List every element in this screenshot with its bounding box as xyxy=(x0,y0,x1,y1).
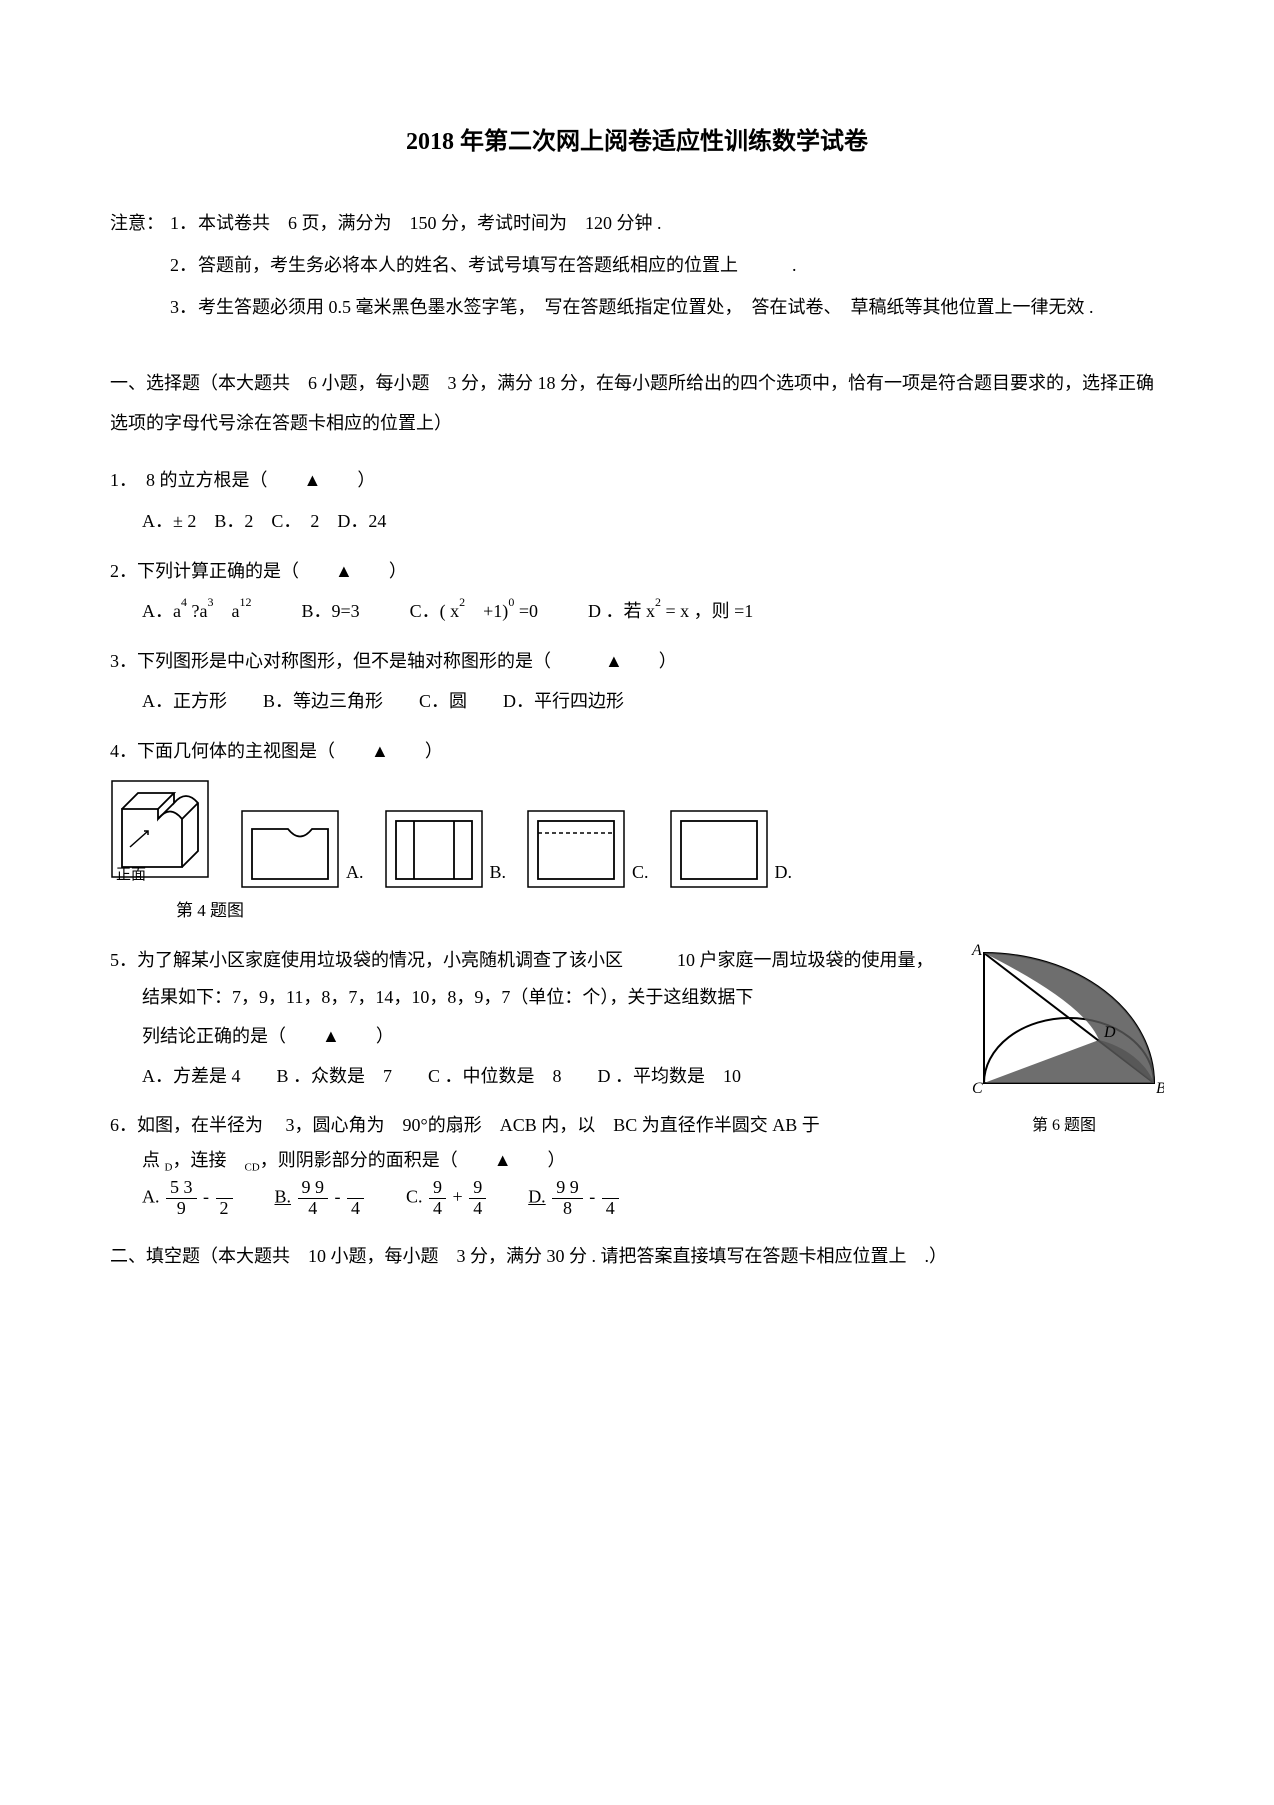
q6-options: A. 5 39 - 2 B. 9 94 - 4 C. 94 + 94 D. 9 … xyxy=(142,1178,1164,1219)
q4-caption: 第 4 题图 xyxy=(140,895,280,927)
q6d-label: D. xyxy=(528,1187,546,1207)
q4-c-label: C. xyxy=(632,855,649,889)
svg-text:C: C xyxy=(972,1080,983,1093)
notice-text-3: 考生答题必须用 0.5 毫米黑色墨水签字笔， 写在答题纸指定位置处， 答在试卷、… xyxy=(198,290,1164,324)
q2d-pre: D ．若 x xyxy=(588,601,655,621)
q2-options: A．a4 ?a3 a12 B．9=3 C．( x2 +1)0 =0 D ．若 x… xyxy=(142,594,1164,628)
notice-prefix-blank xyxy=(110,290,170,324)
q6b-label: B. xyxy=(275,1187,292,1207)
q2-stem: 2．下列计算正确的是（ ▲ ） xyxy=(110,554,1164,588)
q4-opt-d-fig: D. xyxy=(669,809,793,889)
q2d-sup: 2 xyxy=(655,595,661,609)
q6-caption: 第 6 题图 xyxy=(964,1111,1164,1141)
q2a-mid: ?a xyxy=(187,601,207,621)
q4-a-shape xyxy=(240,809,340,889)
q6-l2-pre: 点 xyxy=(142,1150,165,1170)
q4-solid-figure: 正面 xyxy=(110,779,220,890)
notice-block: 注意： 1． 本试卷共 6 页，满分为 150 分，考试时间为 120 分钟 .… xyxy=(110,206,1164,325)
q3-options: A．正方形 B．等边三角形 C．圆 D．平行四边形 xyxy=(142,684,1164,718)
q2-opt-c: C．( x2 +1)0 =0 xyxy=(410,594,538,628)
q2c-mid: +1) xyxy=(465,601,508,621)
q6-line2: 点 D，连接 CD，则阴影部分的面积是（ ▲ ） xyxy=(142,1143,1164,1178)
q2b-text: B．9=3 xyxy=(301,601,359,621)
q6-figure: A C B D 第 6 题图 xyxy=(964,943,1164,1141)
exam-title: 2018 年第二次网上阅卷适应性训练数学试卷 xyxy=(110,120,1164,166)
svg-text:A: A xyxy=(971,943,982,959)
q6-sector-diagram: A C B D xyxy=(964,943,1164,1093)
q6-l2-end: ，则阴影部分的面积是（ ▲ ） xyxy=(260,1150,566,1170)
section2-heading: 二、填空题（本大题共 10 小题，每小题 3 分，满分 30 分 . 请把答案直… xyxy=(110,1239,1164,1273)
q2-opt-d: D ．若 x2 = x ，则 =1 xyxy=(588,594,753,628)
question-5-6-block: A C B D 第 6 题图 5．为了解某小区家庭使用垃圾袋的情况，小亮随机调查… xyxy=(110,943,1164,1218)
q4-b-label: B. xyxy=(490,855,507,889)
q2-opt-a: A．a4 ?a3 a12 xyxy=(142,594,251,628)
q4-opt-c-fig: C. xyxy=(526,809,649,889)
q4-figures-row: 正面 A. B. C. xyxy=(110,779,1164,890)
notice-text-1: 本试卷共 6 页，满分为 150 分，考试时间为 120 分钟 . xyxy=(198,206,1164,240)
q1-stem: 1． 8 的立方根是（ ▲ ） xyxy=(110,463,1164,497)
question-3: 3．下列图形是中心对称图形，但不是轴对称图形的是（ ▲ ） A．正方形 B．等边… xyxy=(110,644,1164,718)
q4-opt-b-fig: B. xyxy=(384,809,507,889)
q3-stem: 3．下列图形是中心对称图形，但不是轴对称图形的是（ ▲ ） xyxy=(110,644,1164,678)
q2a-eq: a xyxy=(213,601,239,621)
q4-a-label: A. xyxy=(346,855,364,889)
q6c-label: C. xyxy=(406,1187,423,1207)
notice-prefix: 注意： xyxy=(110,206,170,240)
q4-d-shape xyxy=(669,809,769,889)
question-2: 2．下列计算正确的是（ ▲ ） A．a4 ?a3 a12 B．9=3 C．( x… xyxy=(110,554,1164,628)
notice-num-2: 2． xyxy=(170,248,198,282)
q2c-sup2: 0 xyxy=(508,595,514,609)
q6-l2-mid: ，连接 xyxy=(172,1150,244,1170)
notice-line: 注意： 1． 本试卷共 6 页，满分为 150 分，考试时间为 120 分钟 . xyxy=(110,206,1164,240)
q4-stem: 4．下面几何体的主视图是（ ▲ ） xyxy=(110,734,1164,768)
q2c-pre: C．( x xyxy=(410,601,460,621)
svg-text:D: D xyxy=(1103,1024,1116,1041)
q6a-label: A. xyxy=(142,1187,160,1207)
section1-heading: 一、选择题（本大题共 6 小题，每小题 3 分，满分 18 分，在每小题所给出的… xyxy=(110,364,1164,443)
q6-opt-b: B. 9 94 - 4 xyxy=(275,1178,367,1219)
q4-b-shape xyxy=(384,809,484,889)
notice-num-1: 1． xyxy=(170,206,198,240)
q6-opt-c: C. 94 + 94 xyxy=(406,1178,488,1219)
q2a-pre: A．a xyxy=(142,601,181,621)
q2d-end: = x ，则 =1 xyxy=(661,601,753,621)
notice-text-2: 答题前，考生务必将本人的姓名、考试号填写在答题纸相应的位置上 . xyxy=(198,248,1164,282)
question-4: 4．下面几何体的主视图是（ ▲ ） 正面 A. xyxy=(110,734,1164,927)
q2a-sup1: 4 xyxy=(181,595,187,609)
q4-opt-a-fig: A. xyxy=(240,809,364,889)
q2a-sup3: 12 xyxy=(239,595,251,609)
notice-line: 2． 答题前，考生务必将本人的姓名、考试号填写在答题纸相应的位置上 . xyxy=(110,248,1164,282)
q6-opt-d: D. 9 98 - 4 xyxy=(528,1178,621,1219)
question-1: 1． 8 的立方根是（ ▲ ） A．± 2 B．2 C． 2 D．24 xyxy=(110,463,1164,537)
front-label: 正面 xyxy=(116,861,146,890)
q2c-end: =0 xyxy=(514,601,538,621)
q2-opt-b: B．9=3 xyxy=(301,594,359,628)
q2a-sup2: 3 xyxy=(207,595,213,609)
q4-c-shape xyxy=(526,809,626,889)
q1-options: A．± 2 B．2 C． 2 D．24 xyxy=(142,504,1164,538)
notice-prefix-blank xyxy=(110,248,170,282)
notice-num-3: 3． xyxy=(170,290,198,324)
q4-d-label: D. xyxy=(775,855,793,889)
q2c-sup1: 2 xyxy=(459,595,465,609)
svg-text:B: B xyxy=(1156,1080,1164,1093)
q6-l2-sub2: CD xyxy=(244,1161,259,1173)
notice-line: 3． 考生答题必须用 0.5 毫米黑色墨水签字笔， 写在答题纸指定位置处， 答在… xyxy=(110,290,1164,324)
q6-opt-a: A. 5 39 - 2 xyxy=(142,1178,235,1219)
